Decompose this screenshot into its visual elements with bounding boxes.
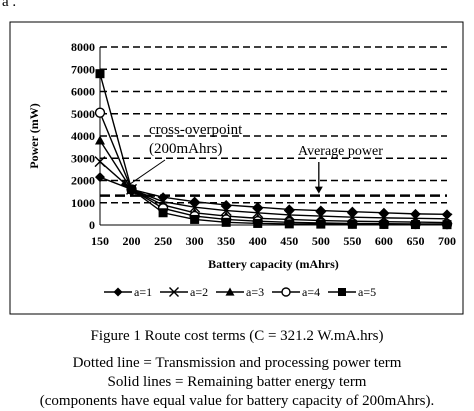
marker-x [220, 205, 232, 217]
marker-diamond [95, 172, 105, 183]
marker-circle [281, 287, 291, 297]
y-tick-label: 7000 [71, 62, 95, 76]
legend-item-a=1: a=1 [104, 285, 152, 299]
y-tick-label: 8000 [71, 40, 95, 54]
x-axis-title: Battery capacity (mAhrs) [208, 257, 339, 271]
marker-square [316, 219, 326, 229]
marker-square [338, 288, 346, 296]
marker-x [169, 287, 179, 297]
note-line-3: (components have equal value for battery… [39, 393, 435, 409]
marker-circle [94, 107, 106, 118]
series-line [99, 140, 448, 224]
y-tick-label: 6000 [71, 85, 95, 99]
series-line [99, 176, 448, 216]
marker-diamond [113, 287, 123, 297]
marker-x [252, 207, 264, 219]
marker-x-stroke [189, 201, 201, 213]
marker-square [95, 69, 105, 79]
marker-square [379, 219, 389, 229]
marker-square [127, 184, 137, 194]
marker-square [190, 214, 200, 224]
annotation-arrow-line [126, 159, 166, 187]
legend-item-a=5: a=5 [328, 285, 376, 299]
legend-item-a=3: a=3 [216, 285, 264, 299]
marker-x-stroke [169, 287, 179, 297]
marker-square [221, 217, 231, 227]
x-tick-label: 350 [217, 234, 235, 248]
x-tick-label: 400 [249, 234, 267, 248]
y-tick-label: 2000 [71, 174, 95, 188]
legend-label: a=5 [358, 285, 376, 299]
series-a=5 [95, 69, 452, 230]
legend-item-a=4: a=4 [272, 285, 320, 299]
series-line [99, 73, 448, 226]
series-line [99, 112, 448, 225]
note-line-1: Dotted line = Transmission and processin… [72, 355, 402, 371]
x-tick-label: 200 [123, 234, 141, 248]
x-tick-label: 550 [343, 234, 361, 248]
marker-x-stroke [94, 156, 106, 168]
legend-label: a=4 [302, 285, 320, 299]
annotation-crossover-value: (200mAhrs) [149, 141, 222, 157]
marker-square [253, 218, 263, 228]
x-tick-label: 250 [154, 234, 172, 248]
annotation-average-arrowhead [314, 186, 323, 194]
marker-square [442, 220, 452, 230]
y-tick-label: 4000 [71, 129, 95, 143]
series-line [99, 161, 448, 220]
note-line-2: Solid lines = Remaining batter energy te… [107, 374, 367, 390]
x-tick-label: 150 [91, 234, 109, 248]
top-text-fragment: a . [2, 0, 17, 10]
y-tick-label: 1000 [71, 196, 95, 210]
annotation-average-power: Average power [298, 144, 383, 159]
marker-square [158, 208, 168, 218]
legend-label: a=3 [246, 285, 264, 299]
y-tick-label: 0 [89, 218, 95, 232]
marker-square [284, 219, 294, 229]
plot-area: 0 1000 2000 3000 4000 5000 6000 7000 8000 150 200 2… [27, 40, 456, 271]
annotation-crossover: cross-overpoint [149, 122, 243, 138]
x-tick-label: 700 [438, 234, 456, 248]
legend-label: a=2 [190, 285, 208, 299]
chart: 0 1000 2000 3000 4000 5000 6000 7000 8000 150 200 2… [9, 21, 464, 315]
x-tick-label: 450 [280, 234, 298, 248]
marker-triangle [225, 287, 235, 296]
legend-item-a=2: a=2 [160, 285, 208, 299]
x-tick-label: 300 [186, 234, 204, 248]
marker-x [94, 156, 106, 168]
marker-square [347, 219, 357, 229]
legend: a=1 a=2 a=3 a=4 a=5 [104, 285, 376, 299]
y-tick-label: 5000 [71, 107, 95, 121]
y-axis-title: Power (mW) [27, 103, 41, 168]
figure-caption: Figure 1 Route cost terms (C = 321.2 W.m… [90, 328, 384, 344]
x-tick-label: 600 [375, 234, 393, 248]
annotation-arrowhead [120, 179, 129, 188]
marker-x-stroke [252, 207, 264, 219]
y-tick-label: 3000 [71, 151, 95, 165]
x-tick-label: 650 [406, 234, 424, 248]
x-tick-label: 500 [312, 234, 330, 248]
marker-x-stroke [220, 205, 232, 217]
marker-triangle [95, 135, 105, 145]
chart-border [9, 21, 464, 315]
legend-label: a=1 [134, 285, 152, 299]
annotations: cross-overpoint (200mAhrs) Average power [120, 122, 383, 194]
marker-square [410, 220, 420, 230]
marker-x [189, 201, 201, 213]
